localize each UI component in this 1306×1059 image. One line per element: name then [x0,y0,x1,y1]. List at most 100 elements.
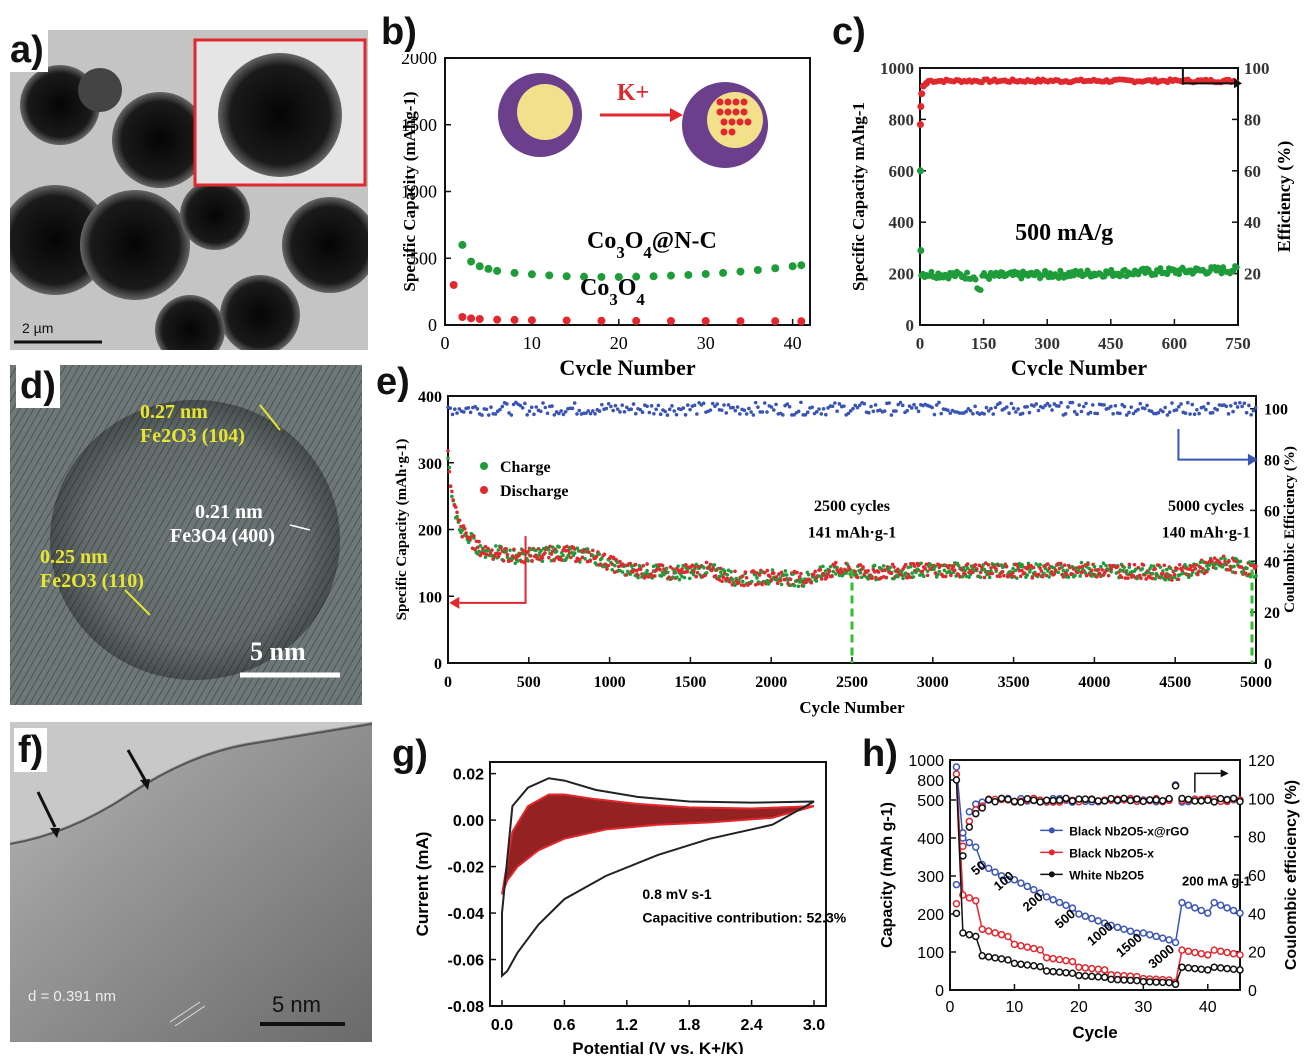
discharge-point [645,562,649,566]
charge-point [881,564,886,568]
charge-point [730,577,735,582]
efficiency-point [1204,407,1208,412]
charge-point [858,571,863,575]
discharge-point [447,469,452,474]
charge-point [620,570,625,574]
data-point-green [797,261,806,270]
efficiency-point [1118,411,1122,416]
charge-point [1047,575,1051,579]
data-point-green [597,272,606,281]
y-axis-label: Specific Capacity (mAh·g-1) [394,439,410,621]
capacity-point-red [1197,949,1206,958]
efficiency-point [948,411,953,415]
discharge-point [1139,576,1143,580]
discharge-point [457,518,462,523]
efficiency-point [480,413,484,417]
discharge-point [1000,569,1005,574]
efficiency-point [848,409,853,413]
annot-d3-spacing: 0.25 nm [40,546,108,568]
discharge-point [733,569,737,574]
d-spacing-label: d = 0.391 nm [28,988,116,1005]
charge-point [1015,576,1019,580]
capacity-point-black [1197,965,1206,974]
data-point-green [719,268,728,277]
data-point-green [467,257,476,266]
efficiency-point [817,407,821,411]
data-point-red [510,315,519,324]
discharge-point [1177,562,1182,567]
y-axis-label: Specific Capacity (mAhg-1) [400,91,419,291]
discharge-point [580,555,585,560]
efficiency-point [624,405,629,410]
efficiency-point [1206,401,1210,406]
data-point-green [632,272,641,281]
capacity-point-black [1126,976,1135,985]
efficiency-point-blue [965,808,974,816]
efficiency-point-black [1184,795,1193,804]
data-point-green [666,271,675,280]
y2-tick-label: 60 [1244,162,1261,181]
capacity-point [1157,265,1164,272]
efficiency-point [518,403,523,408]
efficiency-point [484,407,489,412]
charge-point [1214,566,1218,571]
efficiency-point [450,412,455,417]
capacity-point-blue [1068,904,1077,912]
charge-point [455,514,459,519]
efficiency-point [738,412,742,416]
charge-point [921,574,926,579]
efficiency-point [1170,401,1174,405]
y-tick-label: -0.02 [448,860,485,877]
efficiency-point [984,405,989,410]
discharge-point [1040,574,1045,579]
efficiency-point [1095,411,1100,416]
efficiency-point [726,403,731,407]
y2-tick-label: 40 [1244,213,1261,232]
efficiency-point-black [1165,794,1173,803]
efficiency-point [561,412,566,417]
discharge-point [559,558,564,562]
legend-marker-red [1048,849,1055,856]
efficiency-point-black [1204,796,1212,804]
y-tick-label: 0 [428,315,437,335]
capacity-point-blue [1216,901,1225,909]
charge-point [1060,565,1064,569]
y2-tick-label: 120 [1248,753,1275,770]
discharge-point [1161,571,1165,576]
charge-point [718,570,723,575]
discharge-point [496,554,501,559]
x-axis-label: Cycle Number [1011,355,1147,376]
data-point-green [701,270,710,279]
capacity-point [917,246,925,254]
charge-point [778,576,783,580]
panel-a: 2 µm a) [0,0,370,352]
efficiency-point [695,412,699,416]
capacity-point-blue [1042,893,1051,901]
rate-label-final: 200 mA g-1 [1182,874,1251,889]
right-axis-arrowhead [1247,453,1258,466]
efficiency-point [1066,405,1070,409]
efficiency-point-black [1081,795,1090,803]
charge-point [911,575,916,579]
discharge-point [1123,576,1128,580]
efficiency-point [586,409,591,413]
series-label-co3o4-nc: Co3O4@N-C [587,228,717,262]
charge-point [799,577,803,581]
capacity-point-black [991,954,999,962]
capacity-point-blue [1049,895,1057,904]
discharge-point [994,567,998,571]
annot-d3: 0.25 nm Fe2O3 (110) [40,545,144,593]
charge-point [1065,568,1070,573]
discharge-point [569,555,573,560]
charge-point [956,563,961,568]
efficiency-point [882,409,887,413]
capacity-point-red [1062,956,1070,965]
efficiency-point [873,403,878,407]
discharge-point [952,568,957,573]
efficiency-point [1174,408,1179,412]
discharge-point [1002,573,1006,578]
discharge-point [512,547,516,552]
charge-point [1189,573,1194,577]
capacity-point-blue [1236,909,1244,917]
discharge-point [685,570,689,574]
